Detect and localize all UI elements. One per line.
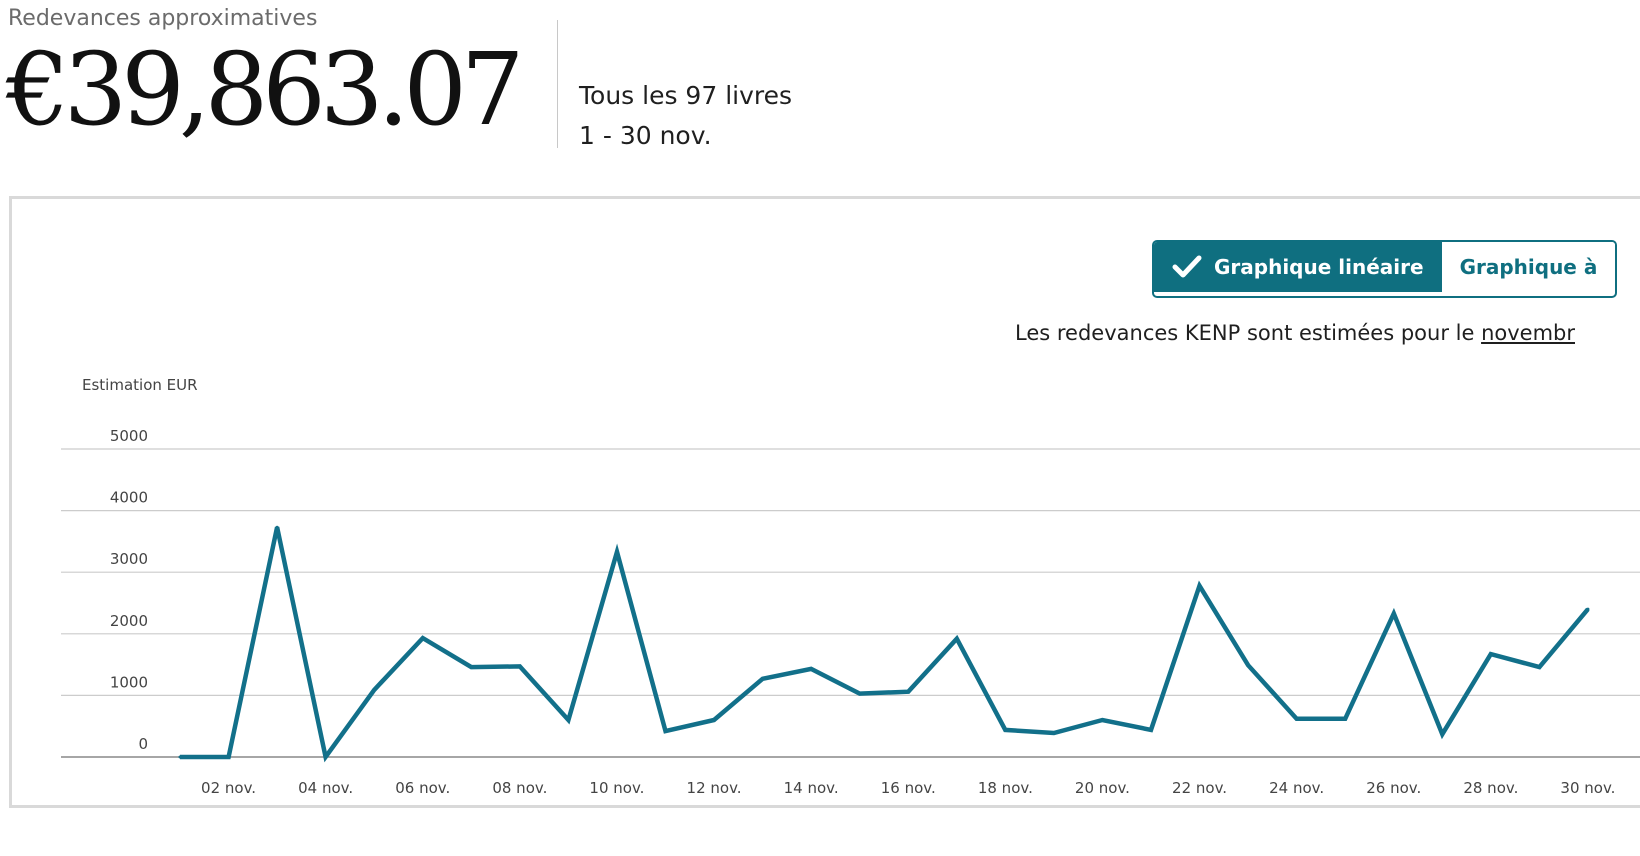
x-tick-label: 18 nov. — [978, 779, 1033, 797]
x-tick-label: 14 nov. — [784, 779, 839, 797]
data-point — [906, 690, 910, 694]
bar-chart-button[interactable]: Graphique à — [1441, 242, 1616, 292]
date-range: 1 - 30 nov. — [579, 121, 712, 150]
data-point — [566, 718, 570, 722]
data-point — [712, 718, 716, 722]
x-tick-label: 22 nov. — [1172, 779, 1227, 797]
kenp-month-link[interactable]: novembr — [1481, 321, 1575, 345]
data-point — [227, 755, 231, 759]
data-point — [615, 550, 619, 554]
data-point — [1343, 717, 1347, 721]
data-point — [372, 688, 376, 692]
bar-chart-label: Graphique à — [1459, 255, 1598, 279]
summary-meta: Tous les 97 livres 1 - 30 nov. — [579, 76, 792, 156]
line-chart-label: Graphique linéaire — [1214, 255, 1424, 279]
books-scope: Tous les 97 livres — [579, 81, 793, 110]
x-tick-label: 26 nov. — [1366, 779, 1421, 797]
data-point — [1246, 663, 1250, 667]
x-tick-label: 20 nov. — [1075, 779, 1130, 797]
data-point — [1586, 607, 1590, 611]
check-icon — [1172, 255, 1202, 278]
data-point — [1052, 731, 1056, 735]
y-tick-label: 1000 — [110, 673, 148, 691]
data-point — [421, 636, 425, 640]
x-tick-label: 12 nov. — [687, 779, 742, 797]
data-point — [1537, 665, 1541, 669]
data-point — [1440, 732, 1444, 736]
x-tick-label: 30 nov. — [1560, 779, 1615, 797]
data-point — [1198, 584, 1202, 588]
data-point — [1149, 728, 1153, 732]
y-tick-label: 0 — [138, 735, 148, 753]
chart-panel: Graphique linéaire Graphique à Les redev… — [9, 196, 1640, 808]
data-point — [858, 692, 862, 696]
y-tick-label: 2000 — [110, 612, 148, 630]
royalty-summary: Redevances approximatives €39,863.07 Tou… — [0, 0, 1640, 190]
data-point — [469, 665, 473, 669]
royalty-series-line — [180, 526, 1590, 763]
data-point — [518, 664, 522, 668]
data-point — [324, 755, 328, 759]
x-tick-label: 24 nov. — [1269, 779, 1324, 797]
x-tick-label: 08 nov. — [492, 779, 547, 797]
y-tick-label: 4000 — [110, 489, 148, 507]
data-point — [955, 637, 959, 641]
data-point — [178, 755, 182, 759]
royalties-line-chart: Estimation EUR 0 1000 2000 3000 4000 5000 02 no… — [61, 376, 1640, 797]
chart-type-toggle: Graphique linéaire Graphique à — [1152, 240, 1618, 298]
y-tick-label: 5000 — [110, 427, 148, 445]
data-point — [761, 677, 765, 681]
x-tick-label: 28 nov. — [1463, 779, 1518, 797]
data-point — [275, 525, 279, 529]
line-chart-button[interactable]: Graphique linéaire — [1154, 242, 1442, 292]
x-tick-label: 06 nov. — [395, 779, 450, 797]
data-point — [664, 729, 667, 733]
x-tick-label: 10 nov. — [589, 779, 644, 797]
x-tick-label: 16 nov. — [881, 779, 936, 797]
data-point — [1100, 718, 1104, 722]
x-tick-label: 04 nov. — [298, 779, 353, 797]
data-point — [1295, 717, 1299, 721]
y-axis-label: Estimation EUR — [82, 376, 198, 394]
data-point — [1489, 652, 1493, 656]
y-tick-label: 3000 — [110, 550, 148, 568]
x-tick-label: 02 nov. — [201, 779, 256, 797]
kenp-note: Les redevances KENP sont estimées pour l… — [1015, 321, 1575, 345]
summary-label: Redevances approximatives — [8, 6, 318, 31]
data-point — [1392, 611, 1396, 615]
royalty-total: €39,863.07 — [6, 31, 525, 148]
data-point — [1003, 728, 1007, 732]
data-point — [809, 667, 813, 671]
kenp-note-text: Les redevances KENP sont estimées pour l… — [1015, 321, 1482, 345]
summary-divider — [557, 20, 558, 148]
